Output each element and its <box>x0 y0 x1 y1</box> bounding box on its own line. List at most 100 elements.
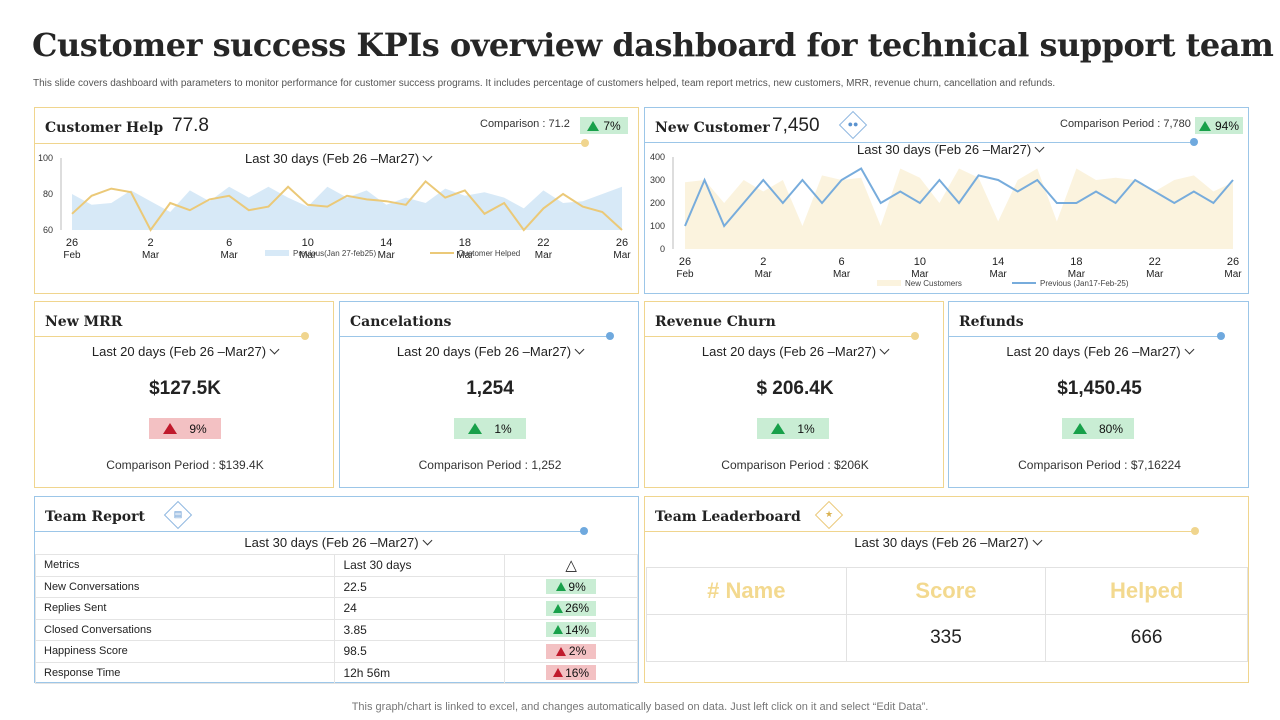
x-tick-label: Mar <box>990 269 1008 280</box>
team-report-table: Metrics Last 30 days △ New Conversations… <box>34 554 638 684</box>
chevron-down-icon[interactable] <box>269 344 280 355</box>
metric-name: Replies Sent <box>34 597 336 620</box>
new-mrr-period-label: Last 20 days (Feb 26 –Mar27) <box>91 344 267 359</box>
column-header: # Name <box>646 567 847 615</box>
new-customer-period[interactable]: Last 30 days (Feb 26 –Mar27) <box>857 142 1045 157</box>
leaderboard-header-row: # Name Score Helped <box>646 567 1248 615</box>
cancelations-period[interactable]: Last 20 days (Feb 26 –Mar27) <box>340 344 640 359</box>
x-tick-label: Mar <box>1146 269 1164 280</box>
legend-swatch <box>877 280 901 286</box>
cancelations-title: Cancelations <box>350 314 452 330</box>
y-tick-label: 100 <box>38 153 53 163</box>
new-customer-change: 94% <box>1214 118 1240 133</box>
x-tick-label: Mar <box>1068 269 1086 280</box>
metric-change-badge: 2% <box>546 643 597 659</box>
cancelations-divider-dot <box>606 332 614 340</box>
legend-label: Customer Helped <box>458 249 520 258</box>
x-tick-label: 18 <box>459 237 471 249</box>
new-mrr-title: New MRR <box>45 314 123 330</box>
chevron-down-icon[interactable] <box>879 344 890 355</box>
metric-name: Closed Conversations <box>34 618 336 641</box>
x-tick-label: 6 <box>226 237 232 249</box>
refunds-divider <box>949 336 1219 337</box>
metric-value: 3.85 <box>334 618 506 641</box>
column-header: Helped <box>1045 567 1248 615</box>
new-customer-divider <box>645 142 1195 143</box>
y-tick-label: 400 <box>650 152 665 162</box>
metric-value: 12h 56m <box>334 661 506 684</box>
table-row: Response Time 12h 56m 16% <box>34 661 638 684</box>
leaderboard-helped: 666 <box>1045 614 1248 662</box>
team-leaderboard-period[interactable]: Last 30 days (Feb 26 –Mar27) <box>645 535 1250 550</box>
metric-change: 9% <box>568 579 586 594</box>
customer-help-panel: Customer Help 77.8 Comparison : 71.2 7% … <box>34 107 639 294</box>
column-header: Metrics <box>34 554 336 577</box>
new-customer-title: New Customer <box>655 120 770 136</box>
footer-note: This graph/chart is linked to excel, and… <box>351 701 929 713</box>
new-customer-panel: New Customer 7,450 ●● Comparison Period … <box>644 107 1249 294</box>
column-header: Score <box>845 567 1047 615</box>
x-tick-label: Mar <box>613 250 631 261</box>
area-series-0 <box>72 186 622 230</box>
down-arrow-icon <box>555 646 566 656</box>
team-leaderboard-panel: Team Leaderboard ★ Last 30 days (Feb 26 … <box>644 496 1249 683</box>
chevron-down-icon[interactable] <box>1032 535 1043 546</box>
team-leaderboard-period-label: Last 30 days (Feb 26 –Mar27) <box>854 535 1029 550</box>
x-tick-label: Mar <box>755 269 773 280</box>
refunds-value: $1,450.45 <box>1057 378 1142 399</box>
team-report-period[interactable]: Last 30 days (Feb 26 –Mar27) <box>35 535 640 550</box>
chevron-down-icon[interactable] <box>1184 344 1195 355</box>
x-tick-label: 26 <box>679 256 691 268</box>
x-tick-label: 26 <box>66 237 78 249</box>
refunds-period[interactable]: Last 20 days (Feb 26 –Mar27) <box>949 344 1250 359</box>
x-tick-label: 14 <box>380 237 392 249</box>
refunds-comparison: Comparison Period : $7,16224 <box>1018 458 1181 472</box>
x-tick-label: 2 <box>760 256 766 268</box>
up-arrow-icon <box>771 423 786 434</box>
team-report-divider-dot <box>580 527 588 535</box>
up-arrow-icon <box>587 120 600 131</box>
new-mrr-period[interactable]: Last 20 days (Feb 26 –Mar27) <box>35 344 335 359</box>
new-mrr-card: New MRR Last 20 days (Feb 26 –Mar27) $12… <box>34 301 334 488</box>
new-customer-period-label: Last 30 days (Feb 26 –Mar27) <box>857 142 1032 157</box>
revenue-churn-period[interactable]: Last 20 days (Feb 26 –Mar27) <box>645 344 945 359</box>
up-arrow-icon <box>1198 120 1211 131</box>
revenue-churn-title: Revenue Churn <box>655 314 776 330</box>
report-icon: ▤ <box>163 500 193 530</box>
new-mrr-change: 9% <box>189 421 207 436</box>
cancelations-card: Cancelations Last 20 days (Feb 26 –Mar27… <box>339 301 639 488</box>
new-customer-value: 7,450 <box>772 115 820 136</box>
area-series-0 <box>685 168 1233 249</box>
customer-help-change: 7% <box>603 118 621 133</box>
metric-change: 2% <box>568 644 587 659</box>
leaderboard-name <box>646 614 847 662</box>
legend-swatch <box>265 250 289 256</box>
revenue-churn-comparison: Comparison Period : $206K <box>721 458 869 472</box>
table-row: Replies Sent 24 26% <box>34 597 638 620</box>
chevron-down-icon[interactable] <box>574 344 585 355</box>
x-tick-label: 26 <box>1227 256 1239 268</box>
chevron-down-icon[interactable] <box>422 535 433 546</box>
team-report-title: Team Report <box>45 509 145 525</box>
leaderboard-score: 335 <box>845 614 1047 662</box>
customer-help-period[interactable]: Last 30 days (Feb 26 –Mar27) <box>245 151 433 166</box>
x-tick-label: Mar <box>833 269 851 280</box>
metric-name: Response Time <box>34 661 336 684</box>
metric-name: New Conversations <box>34 575 336 598</box>
table-row: 335 666 <box>646 614 1248 662</box>
cancelations-comparison: Comparison Period : 1,252 <box>418 458 562 472</box>
revenue-churn-divider-dot <box>911 332 919 340</box>
revenue-churn-change: 1% <box>797 421 815 436</box>
new-customer-change-badge: 94% <box>1195 117 1243 134</box>
revenue-churn-period-label: Last 20 days (Feb 26 –Mar27) <box>701 344 877 359</box>
delta-icon: △ <box>504 554 638 577</box>
metric-change-badge: 9% <box>546 579 597 595</box>
y-tick-label: 200 <box>650 198 665 208</box>
refunds-divider-dot <box>1217 332 1225 340</box>
up-arrow-icon <box>553 625 564 635</box>
new-customer-divider-dot <box>1190 138 1198 146</box>
y-tick-label: 60 <box>43 225 53 235</box>
x-tick-label: Mar <box>221 250 239 261</box>
x-tick-label: Feb <box>63 250 81 261</box>
y-tick-label: 300 <box>650 175 665 185</box>
